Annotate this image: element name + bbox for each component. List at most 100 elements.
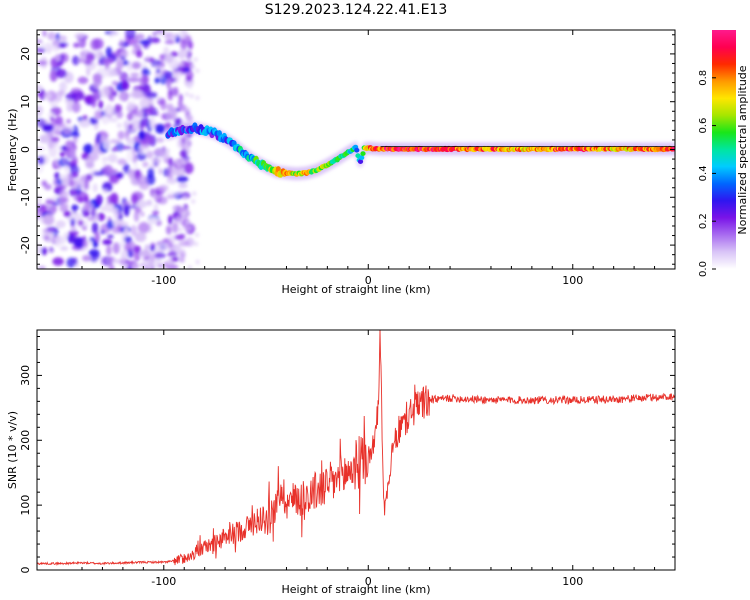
figure-title: S129.2023.124.22.41.E13 (265, 2, 448, 18)
spectrogram-ridge-point (360, 151, 366, 157)
spectrogram-noise-blob (133, 250, 141, 262)
spectrogram-noise-blob (66, 119, 71, 124)
spectrogram-noise-blob (154, 252, 166, 259)
spectrogram-noise-blob (181, 143, 186, 149)
spectrogram-noise-blob (65, 92, 78, 101)
spectrogram-noise-blob (183, 224, 192, 231)
spectrogram-noise-blob (108, 256, 114, 265)
spectrogram-noise-blob (195, 68, 200, 74)
spectrogram-noise-blob (187, 265, 193, 269)
spectrogram-noise-blob (178, 190, 183, 195)
colorbar-gradient (712, 30, 736, 269)
spectrogram-noise-blob (116, 110, 123, 119)
spectrogram-noise-blob (109, 69, 118, 77)
spectrogram-noise-blob (174, 32, 179, 38)
spectrogram-y-tick-label: -10 (19, 188, 32, 206)
spectrogram-noise-blob (54, 156, 60, 167)
spectrogram-noise-blob (178, 243, 183, 248)
spectrogram-noise-blob (145, 244, 151, 250)
spectrogram-noise-blob (63, 210, 72, 218)
spectrogram-noise-blob (70, 172, 79, 179)
spectrogram-noise-blob (54, 54, 61, 62)
spectrogram-noise-blob (82, 255, 91, 262)
spectrogram-noise-blob (63, 129, 71, 135)
spectrogram-noise-blob (180, 249, 185, 254)
spectrogram-noise-blob (179, 170, 184, 175)
colorbar-ticks: 0.0 0.2 0.4 0.6 0.8 (698, 70, 716, 277)
spectrogram-noise-blob (189, 93, 194, 99)
spectrogram-noise-blob (133, 210, 140, 223)
spectrogram-noise-blob (178, 93, 184, 102)
spectrogram-noise-blob (166, 264, 179, 269)
spectrogram-noise-blob (165, 225, 172, 235)
spectrogram-noise-blob (89, 236, 95, 242)
spectrogram-noise-blob (44, 183, 52, 191)
spectrogram-noise-blob (52, 257, 64, 266)
spectrogram-noise-blob (164, 53, 174, 64)
spectrogram-noise-blob (42, 30, 47, 37)
spectrogram-noise-blob (152, 210, 160, 215)
spectrogram-noise-blob (146, 150, 154, 159)
spectrogram-noise-blob (139, 120, 144, 132)
spectrogram-noise-blob (158, 184, 169, 192)
spectrogram-noise-blob (69, 188, 79, 197)
spectrogram-noise-blob (83, 240, 88, 248)
spectrogram-noise-blob (54, 172, 60, 180)
spectrogram-noise-blob (155, 258, 162, 265)
spectrogram-noise-blob (101, 156, 110, 162)
spectrogram-noise-blob (164, 32, 176, 41)
spectrogram-noise-blob (92, 38, 104, 50)
spectrogram-noise-blob (106, 103, 113, 115)
spectrogram-noise-blob (82, 226, 87, 231)
spectrogram-noise-blob (74, 179, 86, 189)
spectrogram-noise-blob (153, 203, 159, 211)
spectrogram-noise-blob (98, 100, 104, 109)
spectrogram-noise-blob (37, 39, 43, 44)
spectrogram-noise-blob (147, 218, 159, 224)
spectrogram-noise-blob (108, 117, 118, 123)
spectrogram-y-tick-label: 20 (19, 47, 32, 61)
spectrogram-noise-blob (107, 234, 114, 239)
spectrogram-noise-blob (73, 42, 80, 48)
colorbar: 0.0 0.2 0.4 0.6 0.8 Normalized spectral ampl… (698, 30, 749, 277)
spectrogram-x-tick-label: 100 (562, 274, 583, 287)
spectrogram-noise-blob (59, 82, 67, 90)
spectrogram-noise-blob (64, 164, 69, 173)
spectrogram-noise-blob (69, 146, 76, 159)
spectrogram-noise-blob (102, 239, 113, 245)
spectrogram-noise-blob (185, 70, 194, 80)
spectrogram-noise-blob (182, 195, 187, 201)
snr-y-tick-label: 0 (19, 567, 32, 574)
spectrogram-noise-blob (138, 112, 144, 119)
spectrogram-noise-blob (133, 44, 142, 51)
spectrogram-x-tick-label: 0 (365, 274, 372, 287)
spectrogram-noise-blob (63, 232, 69, 240)
snr-x-axis-label: Height of straight line (km) (281, 583, 430, 596)
snr-y-tick-label: 300 (19, 365, 32, 386)
spectrogram-noise-blob (150, 158, 162, 163)
snr-series-line (37, 330, 675, 566)
spectrogram-noise-blob (187, 40, 193, 50)
spectrogram-noise-blob (49, 116, 55, 121)
spectrogram-noise-blob (51, 136, 60, 143)
spectrogram-noise-blob (55, 68, 67, 79)
spectrogram-noise-blob (183, 30, 188, 36)
spectrogram-noise-blob (172, 170, 177, 175)
spectrogram-noise-blob (116, 122, 122, 129)
spectrogram-noise-blob (131, 49, 137, 55)
spectrogram-y-axis-label: Frequency (Hz) (6, 109, 19, 192)
spectrogram-noise-blob (119, 240, 125, 248)
spectrogram-noise-blob (193, 57, 198, 62)
spectrogram-noise-blob (174, 117, 182, 125)
spectrogram-noise-blob (83, 143, 94, 154)
spectrogram-noise-blob (167, 108, 177, 121)
spectrogram-noise-blob (150, 117, 156, 129)
spectrogram-noise-blob (83, 60, 93, 66)
spectrogram-noise-blob (178, 99, 183, 109)
spectrogram-noise-layer (37, 30, 201, 269)
colorbar-tick-label: 0.2 (698, 213, 709, 229)
spectrogram-y-tick-label: 0 (19, 146, 32, 153)
spectrogram-noise-blob (84, 195, 89, 203)
spectrogram-noise-blob (195, 95, 200, 101)
spectrogram-noise-blob (47, 31, 56, 41)
